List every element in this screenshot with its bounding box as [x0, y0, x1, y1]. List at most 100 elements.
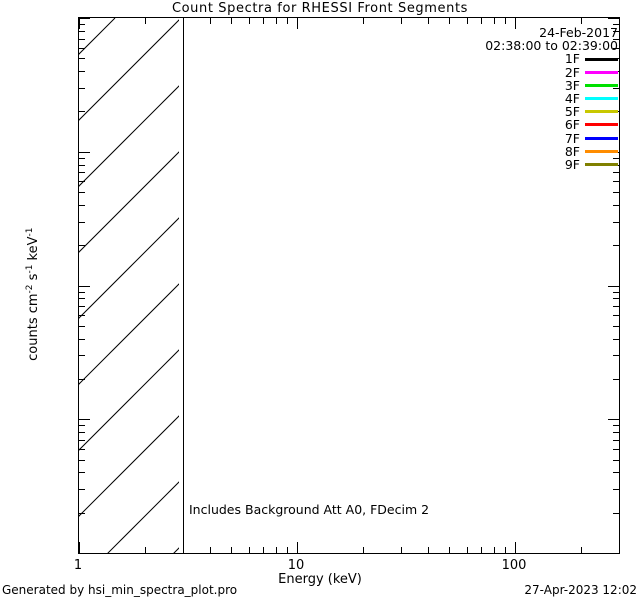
x-axis-tick-top [231, 18, 233, 24]
legend-item-label: 7F [564, 130, 580, 146]
x-axis-tick-top [248, 18, 250, 24]
y-axis-tick [79, 30, 85, 32]
x-axis-title: Energy (keV) [278, 572, 362, 587]
y-axis-tick [79, 553, 90, 554]
y-axis-tick [79, 18, 90, 19]
y-axis-tick [79, 172, 85, 174]
y-axis-tick-right [608, 18, 619, 19]
x-axis-tick-top [362, 18, 364, 24]
x-axis-tick [493, 547, 495, 553]
y-axis-tick-right [613, 192, 619, 193]
x-axis-tick [619, 547, 620, 553]
x-axis-tick [466, 547, 468, 553]
y-axis-tick [79, 291, 85, 293]
y-axis-tick [79, 432, 85, 434]
y-axis-tick [79, 71, 85, 73]
y-axis-tick-right [613, 172, 619, 174]
x-axis-tick-top [619, 18, 620, 24]
y-axis-tick [79, 315, 85, 317]
legend-item-7f: 7F [485, 130, 618, 146]
y-axis-tick-right [613, 315, 619, 317]
y-axis-tick-right [613, 298, 619, 300]
x-axis-tick-top [493, 18, 495, 24]
y-axis-tick-right [613, 181, 619, 183]
y-axis-tick-right [613, 432, 619, 434]
x-axis-tick-top [79, 18, 80, 29]
y-axis-tick [79, 38, 85, 40]
y-axis-tick-right [613, 204, 619, 206]
x-axis-tick [401, 547, 402, 553]
y-axis-tick-right [613, 245, 619, 247]
y-axis-tick-right [613, 38, 619, 40]
y-axis-tick-right [613, 325, 619, 327]
legend-item-label: 5F [564, 104, 580, 120]
x-axis-tick-top [144, 18, 146, 24]
x-axis-tick-top [514, 18, 516, 29]
x-axis-tick [449, 547, 451, 553]
x-axis-tick-top [619, 18, 620, 24]
x-axis-tick-top [296, 18, 298, 29]
x-axis-tick-top [263, 18, 265, 24]
legend-item-2f: 2F [485, 64, 618, 80]
y-axis-tick-right [613, 425, 619, 427]
x-axis-tick-label: 1 [73, 558, 83, 573]
x-axis-tick-top [401, 18, 402, 24]
y-axis-title: counts cm-2 s-1 keV-1 [24, 227, 42, 361]
x-axis-tick-top [466, 18, 468, 24]
y-axis-tick [79, 111, 85, 113]
legend-item-5f: 5F [485, 105, 618, 118]
y-axis-tick [79, 378, 85, 380]
y-axis-tick [79, 459, 85, 461]
legend-time-range: 02:38:00 to 02:39:00 [485, 38, 618, 54]
hatch-region-boundary [183, 18, 184, 553]
x-axis-tick-top [449, 18, 451, 24]
x-axis-tick-label: 10 [287, 558, 305, 573]
y-axis-tick [79, 489, 85, 491]
y-axis-tick [79, 204, 85, 206]
y-axis-tick-right [613, 338, 619, 340]
x-axis-tick-top [505, 18, 506, 24]
x-axis-tick [79, 542, 80, 553]
y-axis-tick-right [608, 285, 619, 287]
legend-item-label: 6F [564, 117, 580, 133]
y-axis-tick-right [613, 355, 619, 357]
legend-item-label: 2F [564, 64, 580, 80]
x-axis-tick [481, 547, 483, 553]
y-axis-tick-right [613, 157, 619, 159]
legend-color-swatch [585, 110, 618, 114]
y-axis-tick-right [613, 472, 619, 474]
legend-item-label: 1F [564, 51, 580, 67]
legend: 24-Feb-2017 02:38:00 to 02:39:00 1F 2F 3F 4… [485, 26, 618, 171]
y-axis-tick [79, 157, 85, 159]
y-axis-tick-right [613, 221, 619, 223]
legend-item-3f: 3F [485, 79, 618, 92]
x-axis-tick [514, 542, 516, 553]
legend-color-swatch [585, 123, 618, 127]
x-axis-tick-top [481, 18, 483, 24]
legend-date: 24-Feb-2017 [539, 25, 618, 40]
annotation-line-1: Includes Background [189, 502, 320, 517]
y-axis-tick [79, 245, 85, 247]
x-axis-tick-top [287, 18, 289, 24]
y-axis-tick [79, 181, 85, 183]
y-axis-tick [79, 325, 85, 327]
y-axis-tick [79, 439, 85, 441]
y-axis-tick-right [613, 489, 619, 491]
legend-color-swatch [585, 83, 618, 87]
y-axis-tick [79, 306, 85, 308]
legend-item-label: 4F [564, 90, 580, 106]
footer-generated-by: Generated by hsi_min_spectra_plot.pro [2, 583, 238, 597]
y-axis-tick-right [608, 419, 619, 421]
legend-color-swatch [585, 136, 618, 140]
y-axis-tick [79, 298, 85, 300]
y-axis-tick [79, 87, 85, 89]
legend-item-4f: 4F [485, 92, 618, 105]
y-axis-tick-right [613, 459, 619, 461]
y-axis-tick-right [613, 30, 619, 32]
legend-color-swatch [585, 149, 618, 153]
y-axis-tick-right [613, 439, 619, 441]
legend-color-swatch [585, 57, 618, 61]
plot-annotation: Includes Background Att A0, FDecim 2 [189, 502, 429, 517]
legend-item-9f: 9F [485, 158, 618, 171]
y-axis-tick-right [613, 24, 619, 26]
